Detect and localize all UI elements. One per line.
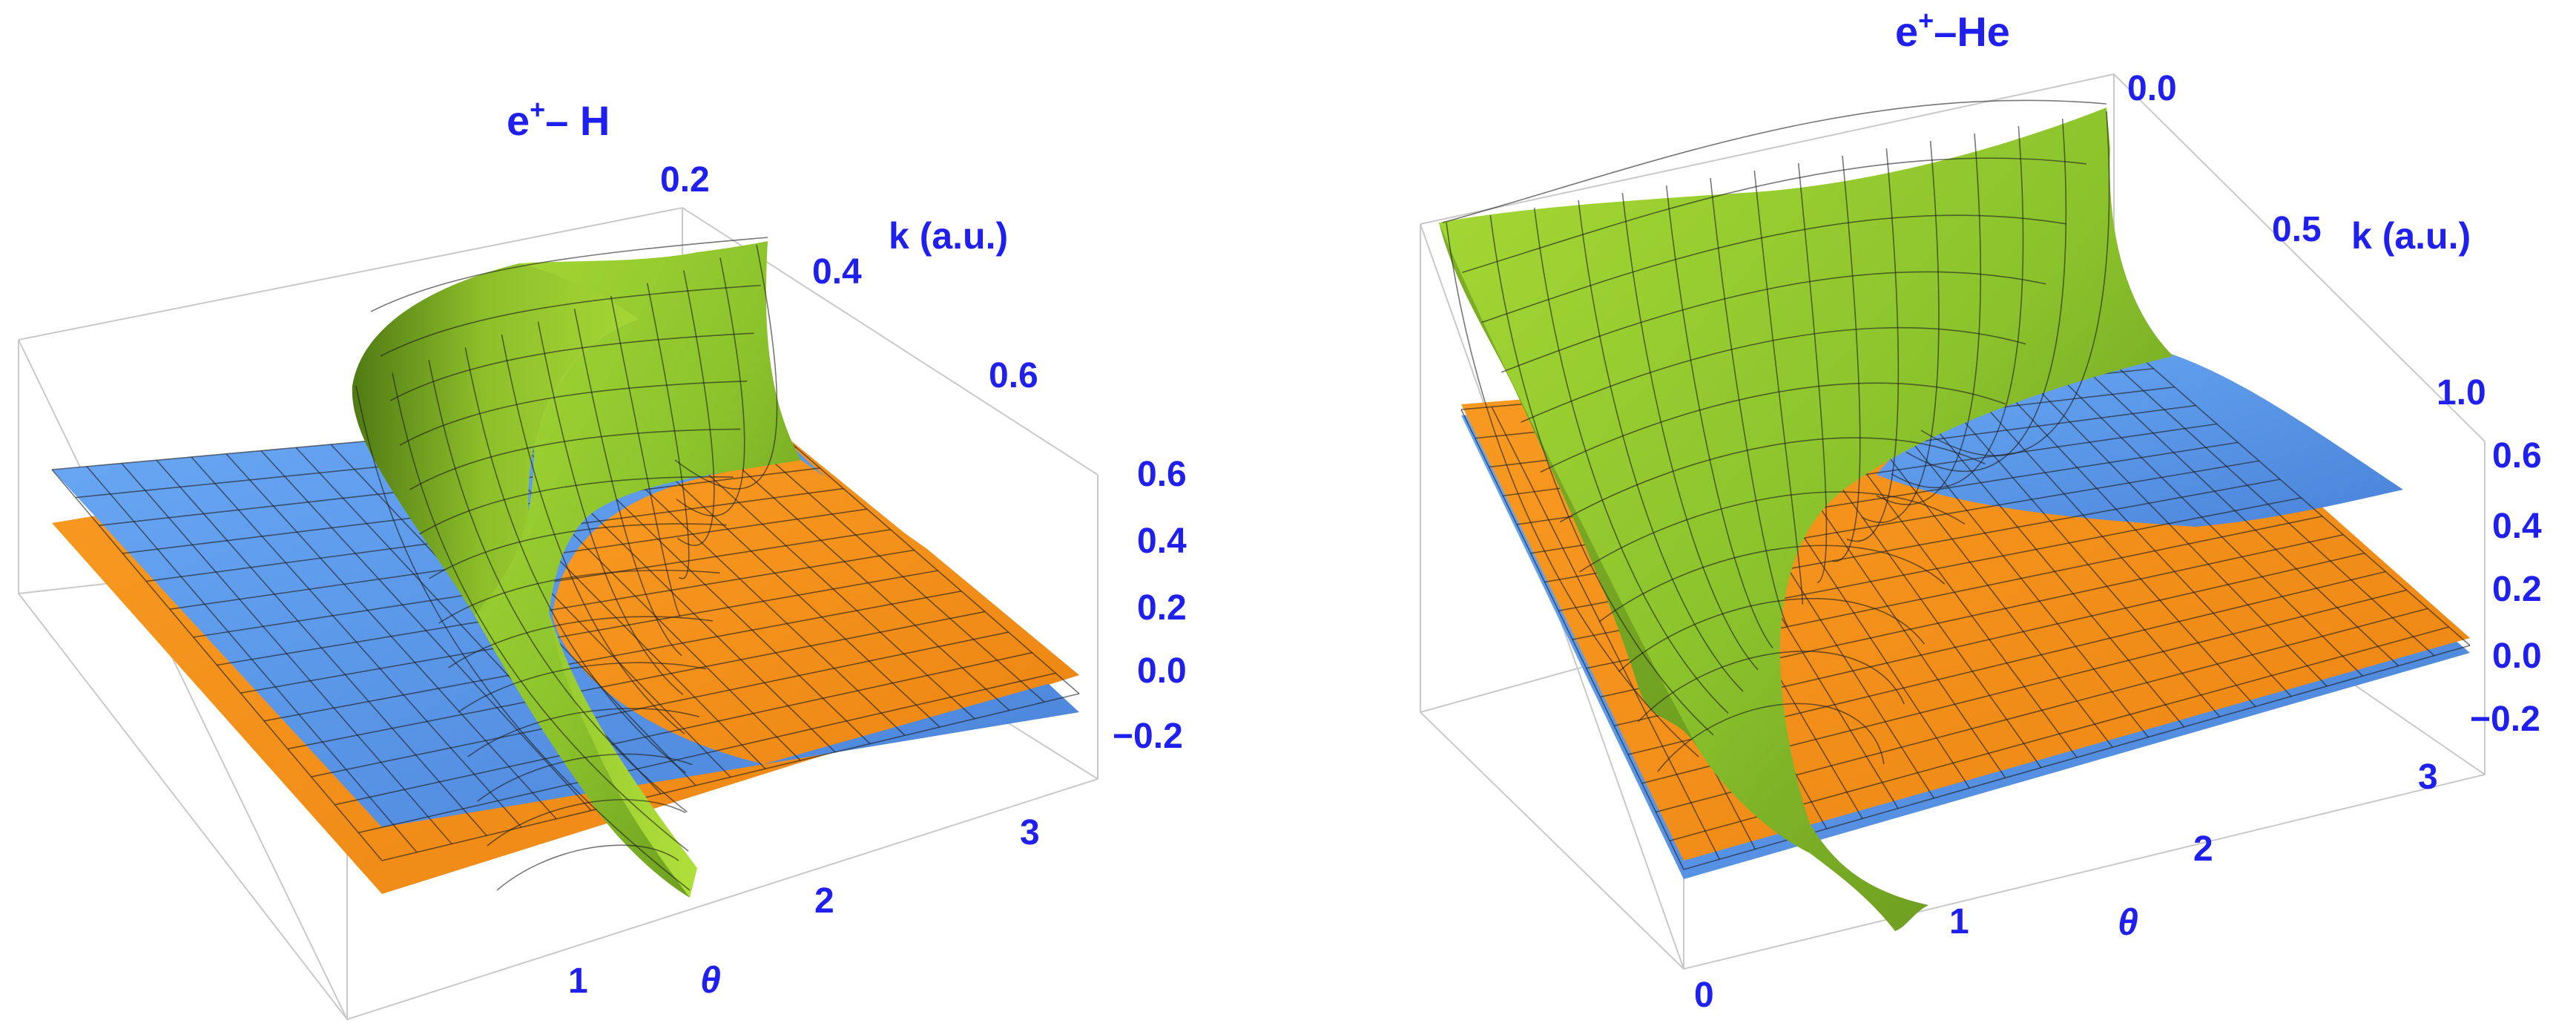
mesh-line <box>1753 170 1803 605</box>
mesh-line <box>501 334 685 734</box>
mesh-line <box>1621 192 1759 671</box>
theta-tick-label: 1 <box>568 961 588 1001</box>
theta-axis-label: θ <box>2118 901 2138 943</box>
mesh-line <box>381 693 1080 861</box>
panel-hydrogen: e+– H 0.2 0.4 0.6 k (a.u.) 0.6 0.4 0.2 0… <box>18 94 1187 1021</box>
k-tick-label: 0.0 <box>2127 69 2177 108</box>
mesh-line <box>1846 148 1900 542</box>
theta-tick-label: 2 <box>2193 829 2213 869</box>
mesh-line <box>1876 133 1982 505</box>
k-tick-label: 1.0 <box>2437 373 2486 412</box>
z-tick-label: −0.2 <box>2470 700 2540 739</box>
mesh-line <box>467 708 699 757</box>
k-tick-label: 0.5 <box>2272 210 2322 249</box>
mesh-line <box>1861 140 1940 523</box>
mesh-line <box>487 799 686 846</box>
mesh-line <box>263 590 962 722</box>
z-tick-label: 0.2 <box>1137 588 1187 628</box>
mesh-line <box>409 428 741 490</box>
mesh-line <box>1657 703 1885 772</box>
theta-tick-label: 1 <box>1949 902 1969 941</box>
z-tick-label: 0.6 <box>2492 436 2542 476</box>
mesh-line <box>389 332 754 401</box>
mesh-line <box>370 237 768 312</box>
green-surface-back <box>352 263 727 898</box>
mesh-line <box>458 662 707 713</box>
mesh-line <box>1579 491 1966 573</box>
z-tick-label: 0.0 <box>1137 651 1187 691</box>
theta-tick-label: 2 <box>814 881 834 921</box>
mesh-line <box>646 283 690 579</box>
mesh-line <box>1618 598 1926 673</box>
mesh-line <box>1446 222 1699 757</box>
mesh-line <box>1559 437 1986 523</box>
green-mesh <box>355 237 778 891</box>
mesh-line <box>1442 99 2107 223</box>
mesh-line <box>358 672 1056 834</box>
mesh-line <box>399 381 748 446</box>
mesh-line <box>477 753 693 802</box>
mesh-line <box>537 321 684 695</box>
blue-patch <box>1877 349 2403 527</box>
mesh-line <box>1481 214 2066 323</box>
mesh-line <box>428 360 688 813</box>
mesh-line <box>448 616 714 668</box>
z-tick-label: 0.4 <box>1137 522 1187 561</box>
mesh-line <box>418 476 734 535</box>
k-tick-label: 0.2 <box>660 160 710 200</box>
k-tick-label: 0.4 <box>812 252 862 292</box>
mesh-line <box>674 244 778 490</box>
mesh-line <box>677 270 715 546</box>
z-tick-label: 0.2 <box>2492 570 2542 609</box>
mesh-line <box>1533 207 1729 714</box>
k-axis-label: k (a.u.) <box>889 215 1008 257</box>
z-tick-label: 0.4 <box>2492 507 2542 546</box>
k-axis-label: k (a.u.) <box>2351 215 2471 257</box>
mesh-line <box>1521 327 2026 423</box>
z-tick-label: −0.2 <box>1113 717 1183 756</box>
mesh-line <box>240 570 938 694</box>
z-tick-label: 0.0 <box>2492 637 2542 676</box>
mesh-line <box>335 651 1032 806</box>
mesh-line <box>1831 155 1861 562</box>
theta-tick-label: 3 <box>2418 757 2438 797</box>
theta-axis-label: θ <box>700 959 721 1001</box>
mesh-line <box>1462 157 2086 274</box>
mesh-line <box>287 611 986 750</box>
mesh-line <box>380 284 761 357</box>
green-surface <box>1439 108 2173 931</box>
panel-title: e+–He <box>1895 5 2010 55</box>
mesh-line <box>1710 177 1788 627</box>
mesh-line <box>217 549 915 666</box>
mesh-line <box>464 347 687 774</box>
z-tick-label: 0.6 <box>1137 455 1187 494</box>
mesh-line <box>1891 125 2024 489</box>
mesh-line <box>1665 185 1773 648</box>
mesh-line <box>438 570 720 624</box>
mesh-line <box>676 257 745 517</box>
mesh-line <box>1905 118 2067 472</box>
mesh-line <box>311 631 1009 777</box>
theta-tick-label: 0 <box>1694 976 1714 1015</box>
mesh-line <box>1489 214 1714 736</box>
mesh-line <box>1501 271 2046 373</box>
mesh-line <box>429 523 727 579</box>
green-mesh <box>1442 99 2110 772</box>
mesh-line <box>1598 545 1946 622</box>
panel-helium: e+–He 0.0 0.5 1.0 k (a.u.) 0.6 0.4 0.2 0… <box>1420 5 2542 1015</box>
mesh-line <box>1638 651 1905 723</box>
mesh-line <box>496 844 679 891</box>
mesh-line <box>1920 111 2110 457</box>
panel-title: e+– H <box>507 94 610 144</box>
mesh-line <box>610 295 681 617</box>
k-tick-label: 0.6 <box>989 356 1038 395</box>
mesh-line <box>1797 162 1828 584</box>
mesh-line <box>1540 382 2006 473</box>
mesh-line <box>573 309 682 657</box>
theta-tick-label: 3 <box>1020 813 1040 852</box>
mesh-line <box>1578 200 1744 692</box>
